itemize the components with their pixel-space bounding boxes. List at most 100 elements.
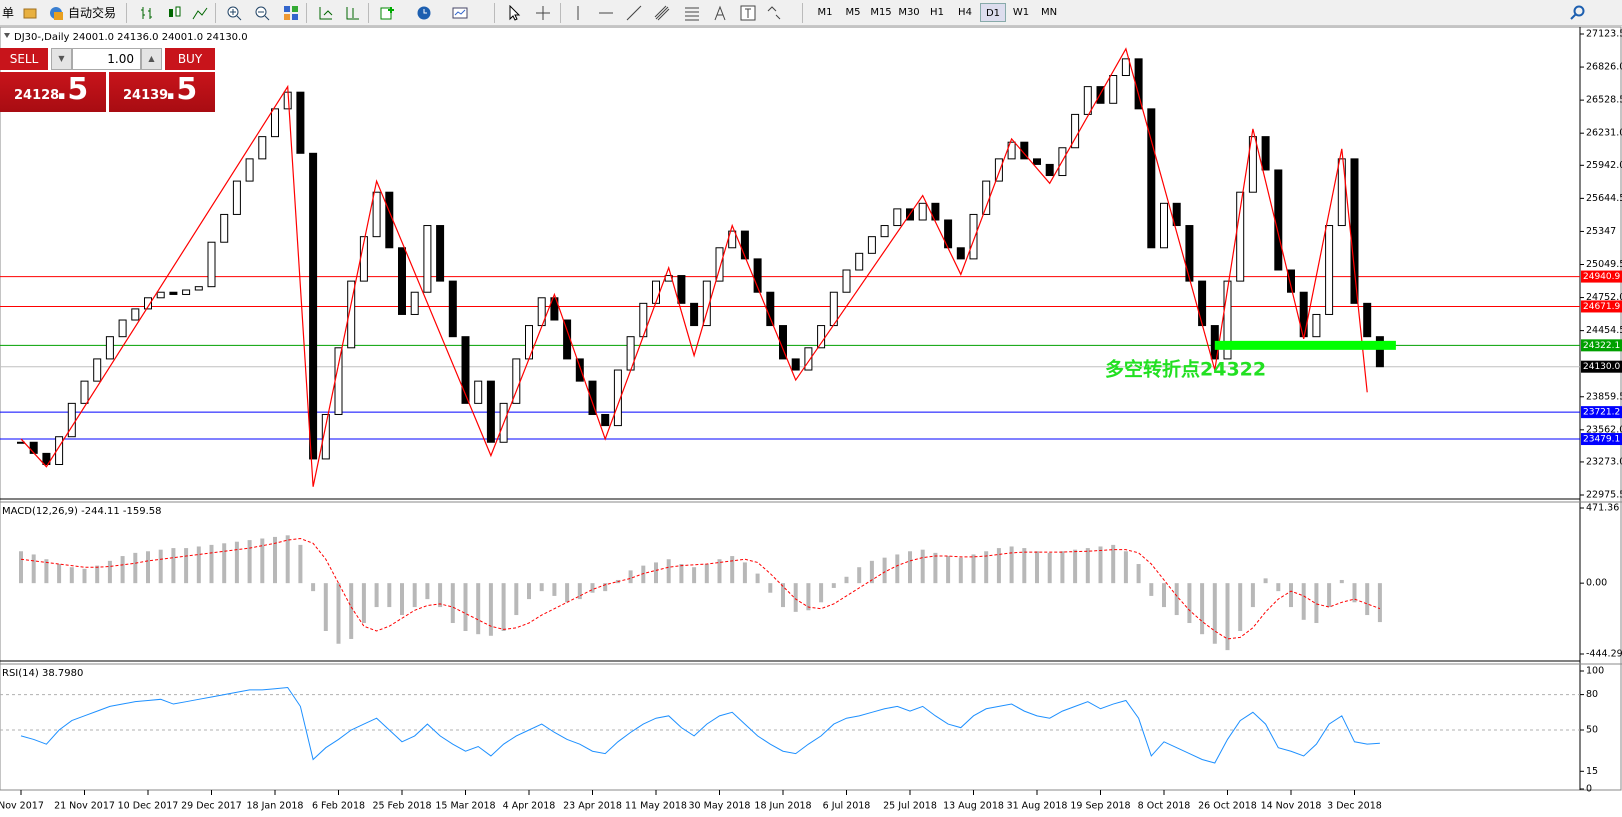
sell-button[interactable]: SELL <box>0 48 48 70</box>
x-tick-label: 29 Dec 2017 <box>181 801 242 812</box>
candle-body <box>588 380 597 415</box>
buy-button[interactable]: BUY <box>165 48 215 70</box>
rsi-line <box>20 686 1380 764</box>
macd-bar <box>1200 583 1205 635</box>
timeframe-button[interactable]: M5 <box>845 7 861 18</box>
candle-body <box>232 180 241 215</box>
bid-box[interactable]: 24128 .5 <box>0 72 106 112</box>
candle-body <box>448 280 457 338</box>
level-label-bg <box>1581 270 1622 283</box>
text-icon[interactable] <box>712 5 728 21</box>
level-label: 24940.9 <box>1583 272 1620 282</box>
templates-icon[interactable] <box>452 5 468 21</box>
macd-bar <box>958 557 963 584</box>
x-tick-label: 23 Apr 2018 <box>563 801 622 812</box>
lots-down[interactable]: ▼ <box>51 48 72 70</box>
shift-icon[interactable] <box>345 5 361 21</box>
macd-bar <box>1060 551 1065 584</box>
y-tick-label: 471.36 <box>1586 503 1619 514</box>
timeframe-button[interactable]: M30 <box>898 7 920 18</box>
x-tick-label: 13 Aug 2018 <box>943 801 1004 812</box>
timeframe-button[interactable]: D1 <box>980 3 1006 22</box>
candle-chart-icon[interactable] <box>166 5 182 21</box>
fibo-icon[interactable] <box>684 5 700 21</box>
timeframe-button[interactable]: H4 <box>958 7 972 18</box>
tile-icon[interactable] <box>283 5 299 21</box>
timeframe-button[interactable]: MN <box>1040 7 1058 18</box>
y-tick-label: 15 <box>1586 766 1598 777</box>
candle-body <box>880 225 889 238</box>
icon[interactable] <box>22 5 38 21</box>
macd-bar <box>450 583 455 624</box>
y-tick-label: 24454.5 <box>1586 325 1622 336</box>
x-tick-label: 18 Jan 2018 <box>247 801 304 812</box>
menu-item[interactable]: 单 <box>2 6 15 20</box>
macd-bar <box>908 551 912 584</box>
crosshair-icon[interactable] <box>535 5 551 21</box>
timeframe-button[interactable]: M15 <box>870 7 892 18</box>
candle-body <box>918 202 927 221</box>
macd-bar <box>488 583 493 636</box>
candle-body <box>855 252 864 271</box>
zigzag-line <box>20 47 1368 487</box>
candle-body <box>169 291 178 295</box>
x-tick-label: 25 Jul 2018 <box>883 801 937 812</box>
timeframe-button[interactable]: W1 <box>1012 7 1030 18</box>
autoscroll-icon[interactable] <box>318 5 334 21</box>
macd-bar <box>31 554 36 584</box>
candle-body <box>702 280 711 327</box>
search-icon[interactable] <box>1570 5 1586 21</box>
macd-bar <box>539 583 544 592</box>
candle-body <box>1236 191 1245 282</box>
zoom-out-icon[interactable] <box>254 5 270 21</box>
ask-price: 24139 <box>123 88 169 103</box>
macd-bar <box>1085 548 1090 584</box>
candle-body <box>779 325 787 360</box>
macd-bar <box>514 583 519 616</box>
macd-bar <box>1009 546 1014 584</box>
macd-bar <box>1327 583 1332 608</box>
y-tick-label: 80 <box>1586 689 1598 700</box>
candle-body <box>1096 86 1105 104</box>
candle-body <box>131 308 140 321</box>
indicators-icon[interactable] <box>380 5 396 21</box>
lots-input[interactable]: 1.00 <box>72 48 141 70</box>
macd-bar <box>527 583 531 600</box>
candle-body <box>80 380 89 404</box>
macd-bar <box>1276 583 1281 592</box>
candle-body <box>1223 280 1232 360</box>
candle-body <box>398 247 406 315</box>
candle-body <box>1007 141 1016 160</box>
candle-body <box>461 336 470 404</box>
macd-bar <box>120 556 125 584</box>
channel-icon[interactable] <box>654 5 670 21</box>
arrows-icon[interactable] <box>766 5 782 21</box>
macd-bar <box>704 564 709 584</box>
cursor-icon[interactable] <box>506 5 522 21</box>
timeframe-button[interactable]: M1 <box>817 7 833 18</box>
trendline-icon[interactable] <box>626 5 642 21</box>
macd-bar <box>412 583 417 608</box>
macd-bar <box>171 548 176 584</box>
label-icon[interactable] <box>740 5 756 21</box>
macd-bar <box>857 567 862 584</box>
bar-chart-icon[interactable] <box>140 5 156 21</box>
macd-bar <box>666 559 671 584</box>
zoom-in-icon[interactable] <box>226 5 242 21</box>
lots-up[interactable]: ▲ <box>141 48 162 70</box>
timeframe-button[interactable]: H1 <box>930 7 944 18</box>
line-chart-icon[interactable] <box>192 5 208 21</box>
macd-bar <box>311 583 316 592</box>
macd-bar <box>1212 583 1217 644</box>
vline-icon[interactable] <box>570 5 586 21</box>
y-tick-label: 0.00 <box>1586 578 1607 589</box>
macd-title: MACD(12,26,9) -244.11 -159.58 <box>2 506 162 517</box>
auto-trading-button[interactable]: 自动交易 <box>68 6 117 20</box>
x-tick-label: 8 Oct 2018 <box>1138 801 1191 812</box>
periods-icon[interactable] <box>416 5 432 21</box>
candle-body <box>1325 225 1334 315</box>
ask-box[interactable]: 24139 .5 <box>109 72 215 112</box>
hline-icon[interactable] <box>598 5 614 21</box>
rsi-title: RSI(14) 38.7980 <box>2 668 83 679</box>
level-label-bg <box>1581 300 1622 313</box>
